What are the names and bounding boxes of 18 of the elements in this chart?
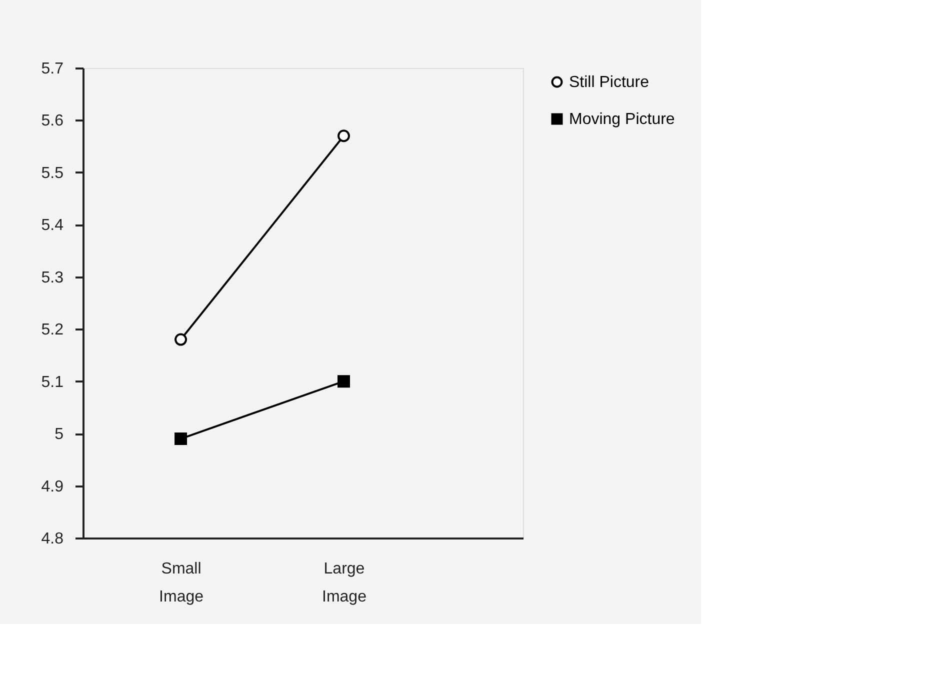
y-tick-label: 5.1 xyxy=(41,374,64,391)
y-tick-label: 5.3 xyxy=(41,269,64,286)
point xyxy=(174,432,188,446)
y-tick-label: 5.5 xyxy=(41,164,64,182)
y-tick-label: 4.9 xyxy=(41,478,64,496)
x-tick-label: Large Image xyxy=(322,560,367,606)
point xyxy=(337,130,350,142)
legend-label: Still Picture xyxy=(569,74,650,91)
point xyxy=(174,333,188,346)
y-tick-label: 4.8 xyxy=(41,530,64,548)
x-tick-label: Small Image xyxy=(159,560,204,606)
legend-label: Moving Picture xyxy=(569,111,675,128)
point xyxy=(337,375,350,388)
y-tick-label: 5.7 xyxy=(41,60,64,78)
y-tick-label: 5.4 xyxy=(41,217,64,234)
y-tick-label: 5.2 xyxy=(41,322,64,339)
y-tick-label: 5.6 xyxy=(41,112,64,130)
y-tick-label: 5 xyxy=(54,426,64,444)
